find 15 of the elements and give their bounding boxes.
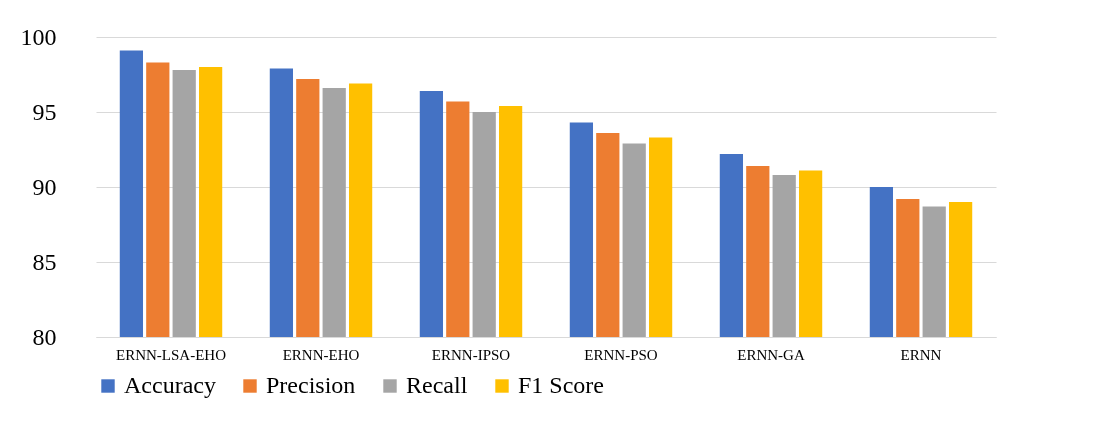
y-tick-label: 100 [20, 23, 57, 50]
x-tick-label: ERNN-PSO [584, 346, 658, 363]
x-tick-label: ERNN-LSA-EHO [116, 346, 227, 363]
y-tick-label: 80 [32, 323, 57, 350]
x-tick-label: ERNN-GA [737, 346, 805, 363]
y-tick-label: 95 [32, 98, 57, 125]
x-tick-label: ERNN-EHO [282, 346, 360, 363]
y-tick-label: 85 [32, 248, 57, 275]
x-tick-label: ERNN-IPSO [431, 346, 511, 363]
legend-label: F1 Score [518, 372, 604, 398]
legend-label: Accuracy [124, 372, 216, 398]
x-tick-label: ERNN [900, 346, 942, 363]
legend-label: Recall [406, 372, 468, 398]
y-tick-label: 90 [32, 173, 57, 200]
legend-label: Precision [266, 372, 356, 398]
